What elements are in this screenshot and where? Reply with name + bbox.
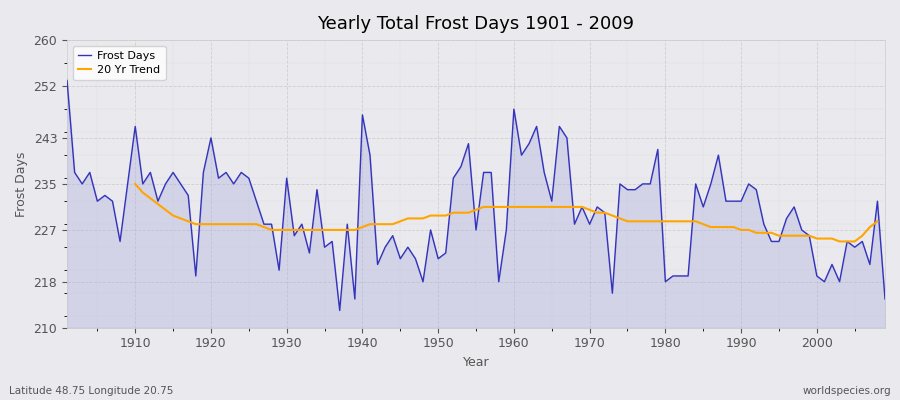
Frost Days [607, 291, 617, 296]
Frost Days [516, 153, 526, 158]
Title: Yearly Total Frost Days 1901 - 2009: Yearly Total Frost Days 1901 - 2009 [318, 15, 634, 33]
20 Yr Trend [834, 239, 845, 244]
Line: Frost Days: Frost Days [67, 80, 885, 310]
Frost Days [289, 233, 300, 238]
Frost Days [61, 78, 72, 83]
Text: Latitude 48.75 Longitude 20.75: Latitude 48.75 Longitude 20.75 [9, 386, 174, 396]
20 Yr Trend [357, 225, 368, 230]
Frost Days [334, 308, 345, 313]
Line: 20 Yr Trend: 20 Yr Trend [135, 184, 878, 242]
Y-axis label: Frost Days: Frost Days [15, 151, 28, 217]
20 Yr Trend [872, 219, 883, 224]
Legend: Frost Days, 20 Yr Trend: Frost Days, 20 Yr Trend [73, 46, 166, 80]
20 Yr Trend [304, 228, 315, 232]
20 Yr Trend [713, 225, 724, 230]
20 Yr Trend [130, 182, 140, 186]
20 Yr Trend [327, 228, 338, 232]
Frost Days [508, 107, 519, 112]
Text: worldspecies.org: worldspecies.org [803, 386, 891, 396]
20 Yr Trend [501, 204, 512, 209]
Frost Days [879, 296, 890, 301]
X-axis label: Year: Year [463, 356, 490, 369]
Frost Days [342, 222, 353, 226]
20 Yr Trend [524, 204, 535, 209]
Frost Days [122, 182, 133, 186]
